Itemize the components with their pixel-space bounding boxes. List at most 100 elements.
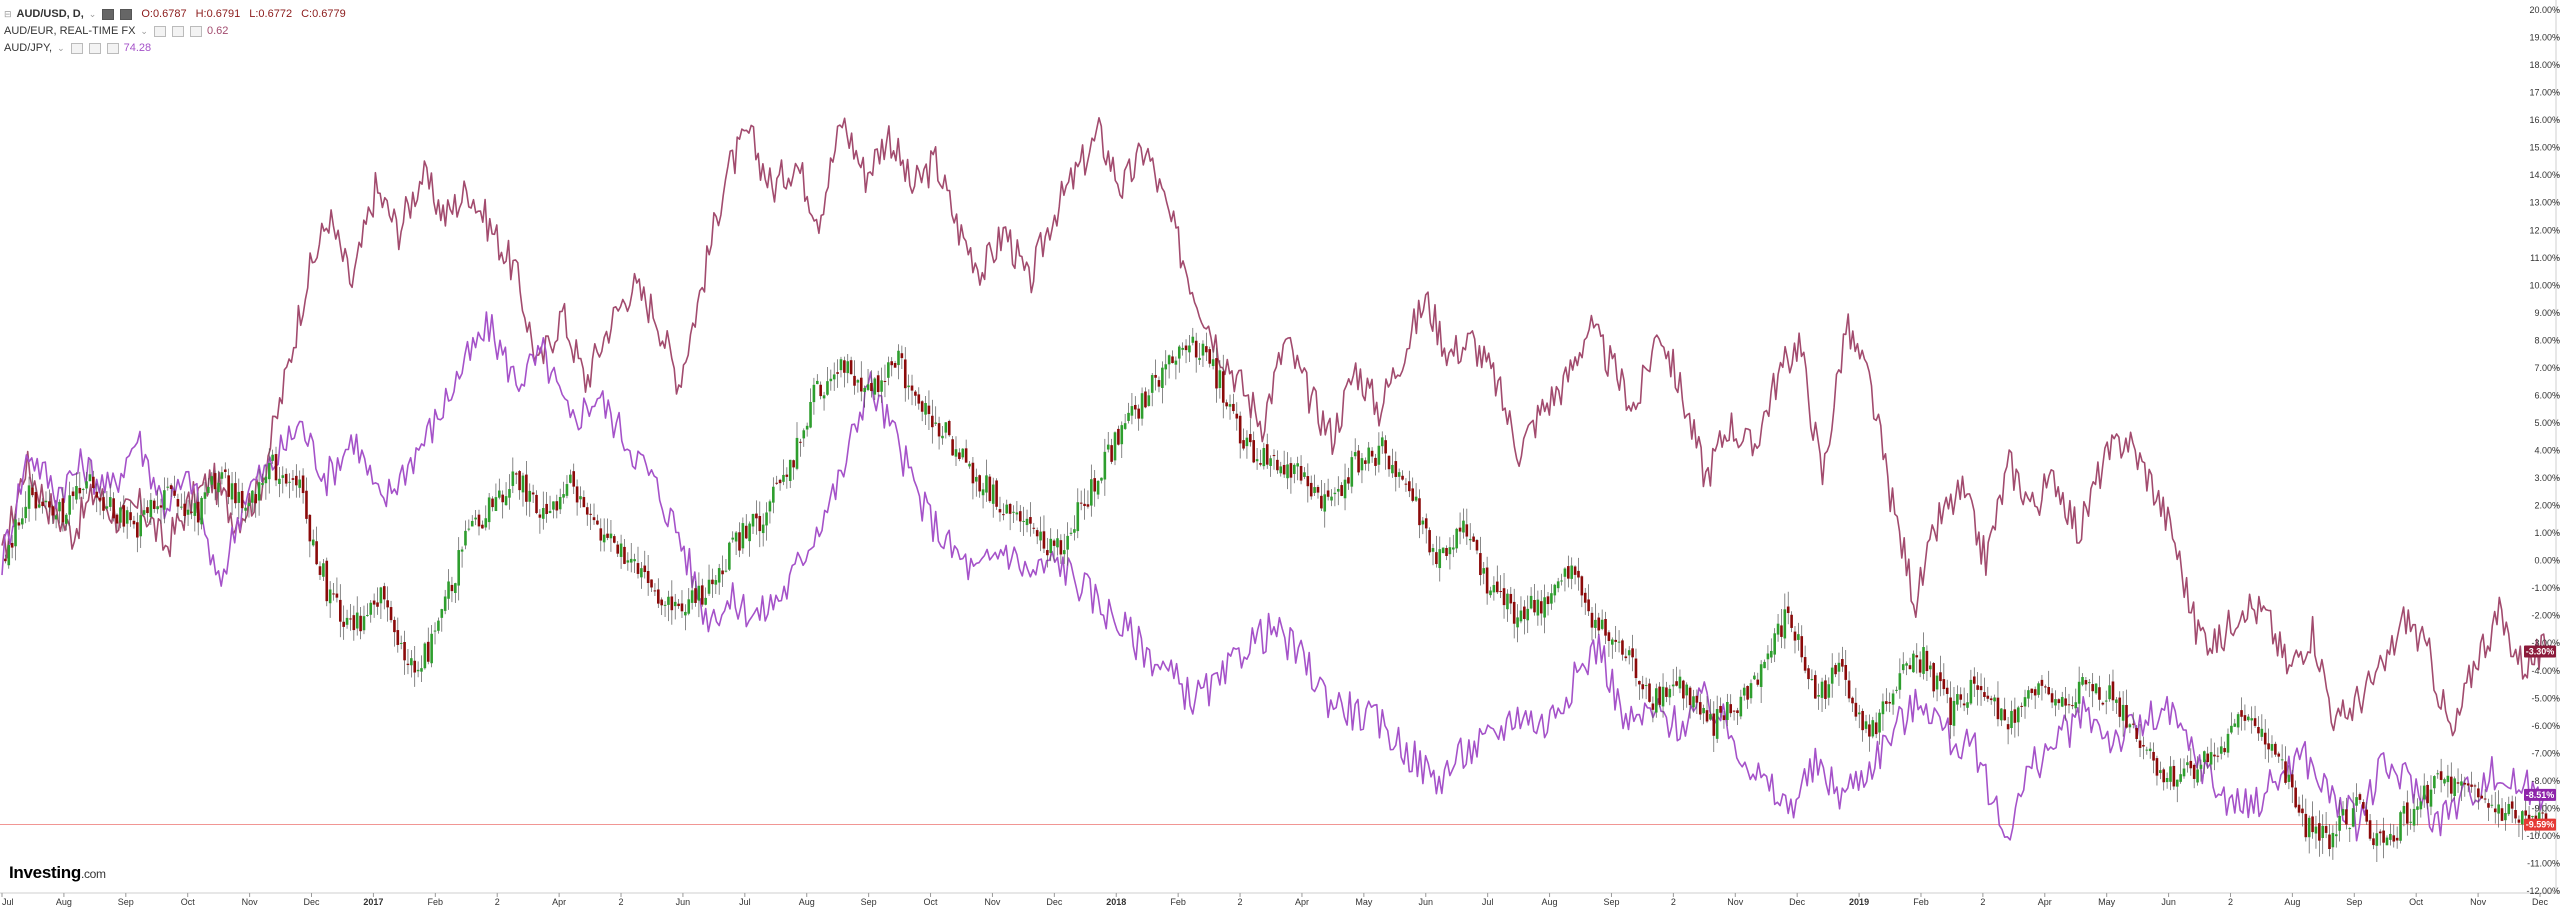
visibility-icon[interactable] <box>88 43 101 54</box>
candle-body <box>1695 695 1699 703</box>
candle-body <box>934 422 938 424</box>
candle-body <box>1709 713 1712 720</box>
candle-body <box>761 524 765 534</box>
candle-body <box>413 660 417 673</box>
chevron-down-icon[interactable]: ⌄ <box>57 43 65 53</box>
remove-icon[interactable] <box>106 43 119 54</box>
candle-body <box>10 542 14 548</box>
candle-body <box>1682 680 1685 699</box>
candle-body <box>1577 570 1580 578</box>
candle-body <box>667 596 670 605</box>
candle-body <box>2257 727 2260 734</box>
candle-body <box>728 542 731 570</box>
value-badge <box>2524 788 2556 801</box>
candle-body <box>1827 684 1831 698</box>
candle-body <box>1245 437 1249 447</box>
candle-body <box>1073 529 1076 533</box>
x-tick-label: Aug <box>2284 897 2300 907</box>
candle-body <box>1489 590 1492 596</box>
candle-body <box>1851 697 1854 704</box>
candle-body <box>396 630 400 645</box>
visibility-icon[interactable] <box>171 26 184 37</box>
candle-body <box>2209 752 2213 765</box>
candle-body <box>1106 444 1110 450</box>
candle-body <box>2527 814 2531 820</box>
brand-logo[interactable]: Investing.com <box>9 863 106 883</box>
candle-body <box>366 614 369 616</box>
candle-body <box>843 360 846 373</box>
settings-icon[interactable] <box>153 26 166 37</box>
candle-body <box>1617 641 1621 643</box>
settings-icon[interactable] <box>70 43 83 54</box>
candle-body <box>978 475 981 492</box>
candle-body <box>2338 815 2341 831</box>
candle-body <box>1983 692 1986 697</box>
candle-body <box>437 620 440 631</box>
candle-body <box>2334 834 2338 837</box>
candle-body <box>2084 680 2088 685</box>
candle-body <box>738 532 741 551</box>
candle-body <box>1414 496 1418 501</box>
candle-body <box>2037 683 2040 695</box>
candle-body <box>937 423 941 437</box>
candle-body <box>2213 754 2216 757</box>
candle-body <box>1042 531 1046 549</box>
candle-body <box>2003 709 2007 721</box>
candle-body <box>2263 732 2267 745</box>
candle-body <box>1161 367 1164 388</box>
candle-body <box>386 600 389 608</box>
candle-body <box>2385 837 2389 846</box>
candle-body <box>267 463 271 480</box>
candle-body <box>1262 447 1266 467</box>
candle-body <box>166 486 170 488</box>
candle-body <box>995 480 998 507</box>
candle-body <box>1624 656 1628 659</box>
remove-icon[interactable] <box>189 26 202 37</box>
candle-body <box>609 533 613 539</box>
candle-body <box>1759 664 1763 687</box>
candle-body <box>1184 345 1188 351</box>
x-tick-label: Sep <box>118 897 134 907</box>
candle-body <box>1830 667 1834 684</box>
candle-body <box>497 490 501 498</box>
candle-body <box>545 503 548 515</box>
settings-icon[interactable] <box>102 9 115 20</box>
candle-body <box>2118 697 2122 717</box>
candle-body <box>284 473 288 484</box>
candle-body <box>487 497 491 523</box>
candle-body <box>734 532 738 542</box>
candle-body <box>1918 659 1922 673</box>
candle-body <box>2358 794 2362 800</box>
candle-body <box>2098 687 2101 700</box>
x-tick-label: Sep <box>861 897 877 907</box>
candle-body <box>2054 699 2057 706</box>
candle-body <box>1986 695 1990 699</box>
candle-body <box>227 475 230 497</box>
candle-body <box>1847 680 1851 699</box>
candle-body <box>44 500 48 503</box>
candle-body <box>1698 702 1702 715</box>
candle-body <box>247 502 251 507</box>
chevron-down-icon[interactable]: ⌄ <box>88 9 97 19</box>
candle-body <box>592 517 596 521</box>
candle-body <box>1570 565 1574 579</box>
candle-body <box>1939 672 1942 682</box>
x-tick-label: 2017 <box>363 897 383 907</box>
candle-body <box>2131 723 2135 725</box>
visibility-icon[interactable] <box>120 9 133 20</box>
chevron-down-icon[interactable]: ⌄ <box>140 26 148 36</box>
candle-body <box>2460 781 2463 786</box>
candle-body <box>2463 782 2467 785</box>
candle-body <box>1783 609 1787 639</box>
candle-body <box>765 512 768 526</box>
candle-body <box>744 525 748 539</box>
collapse-icon[interactable]: ⊟ <box>4 9 12 19</box>
candle-body <box>213 473 217 490</box>
candle-body <box>1658 686 1661 705</box>
candle-body <box>772 486 775 503</box>
candle-body <box>58 501 61 512</box>
candle-body <box>1854 702 1858 717</box>
candle-body <box>1167 355 1171 365</box>
candle-body <box>1370 450 1374 457</box>
candle-body <box>876 375 880 393</box>
